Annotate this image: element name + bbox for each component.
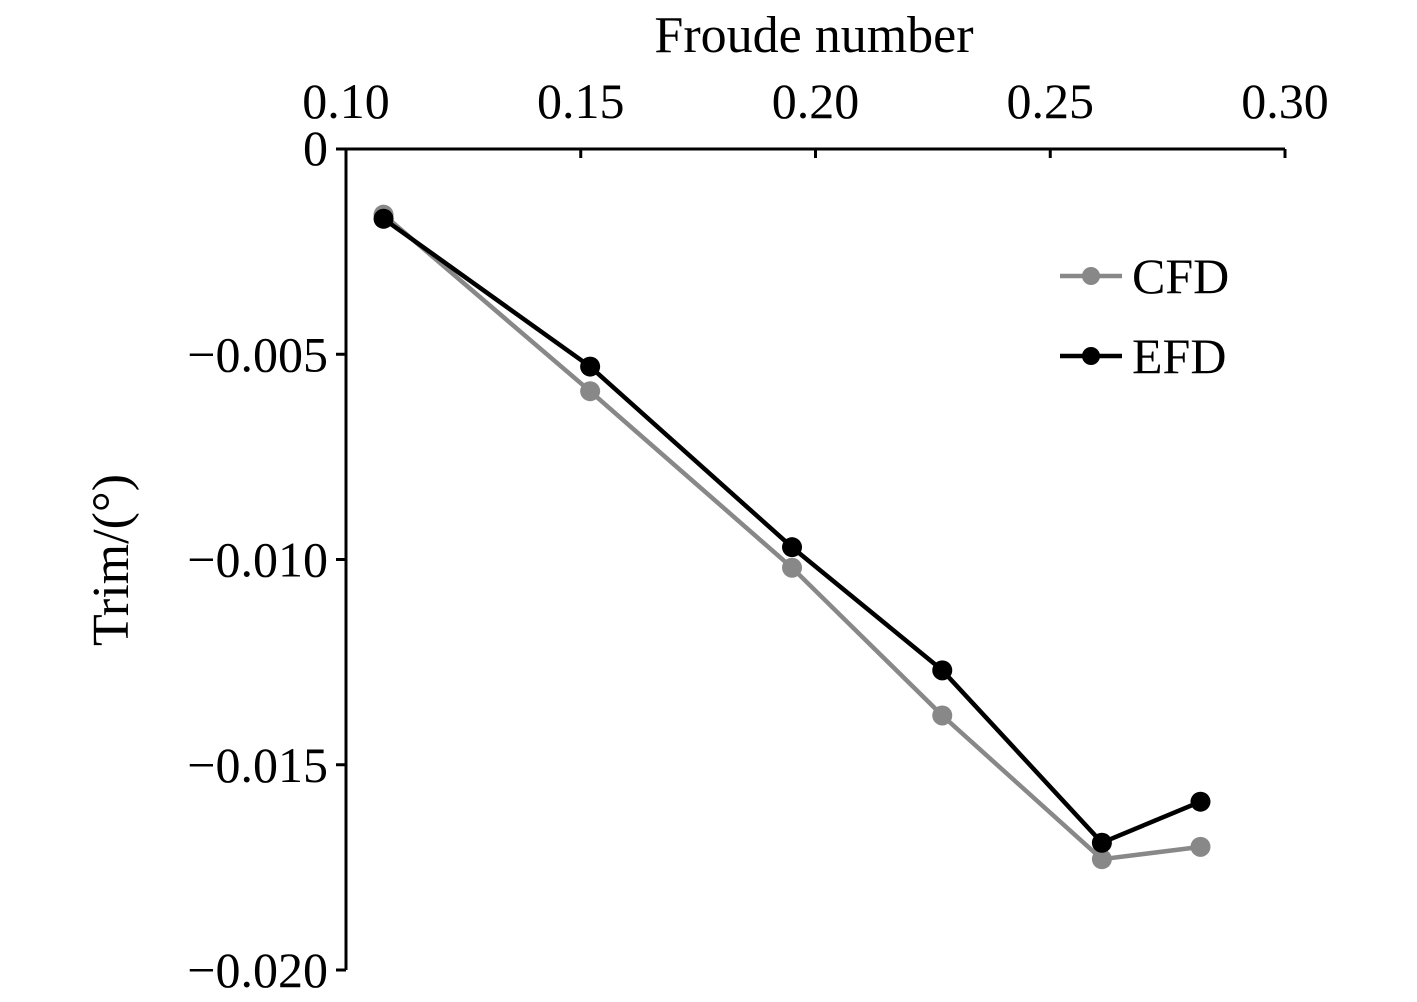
efd-series-line [382,216,1202,845]
series-layer [373,204,1211,870]
y-axis-title: Trim/(°) [83,474,140,646]
efd-data-point [373,208,394,229]
cfd-data-point [580,381,601,402]
efd-data-point [580,356,601,377]
y-tick-label: −0.005 [187,326,328,382]
cfd-data-point [1091,849,1112,870]
x-tick-label: 0.10 [302,73,390,129]
legend-cfd-marker [1082,267,1100,285]
axes: 0.10 0.15 0.20 0.25 0.30 0 −0.005 −0.010 −0.015 −… [187,73,1328,998]
cfd-series-line [382,212,1201,862]
x-tick-label: 0.15 [537,73,625,129]
y-tick-label: −0.020 [187,942,328,998]
cfd-data-point [782,557,803,578]
legend: CFD EFD [1060,248,1229,384]
efd-data-point [782,537,803,558]
x-tick-label: 0.30 [1241,73,1329,129]
x-tick-label: 0.20 [772,73,860,129]
cfd-data-point [1190,836,1211,857]
x-tick-label: 0.25 [1007,73,1095,129]
x-axis-title: Froude number [654,7,973,64]
y-tick-label: −0.010 [187,532,328,588]
y-tick-label: 0 [303,120,328,176]
cfd-data-point [932,705,953,726]
legend-efd-marker [1082,347,1100,365]
y-tick-label: −0.015 [187,737,328,793]
legend-cfd-label: CFD [1132,248,1229,304]
efd-data-point [1091,832,1112,853]
efd-data-point [1190,791,1211,812]
efd-data-point [932,660,953,681]
legend-efd-label: EFD [1132,328,1226,384]
